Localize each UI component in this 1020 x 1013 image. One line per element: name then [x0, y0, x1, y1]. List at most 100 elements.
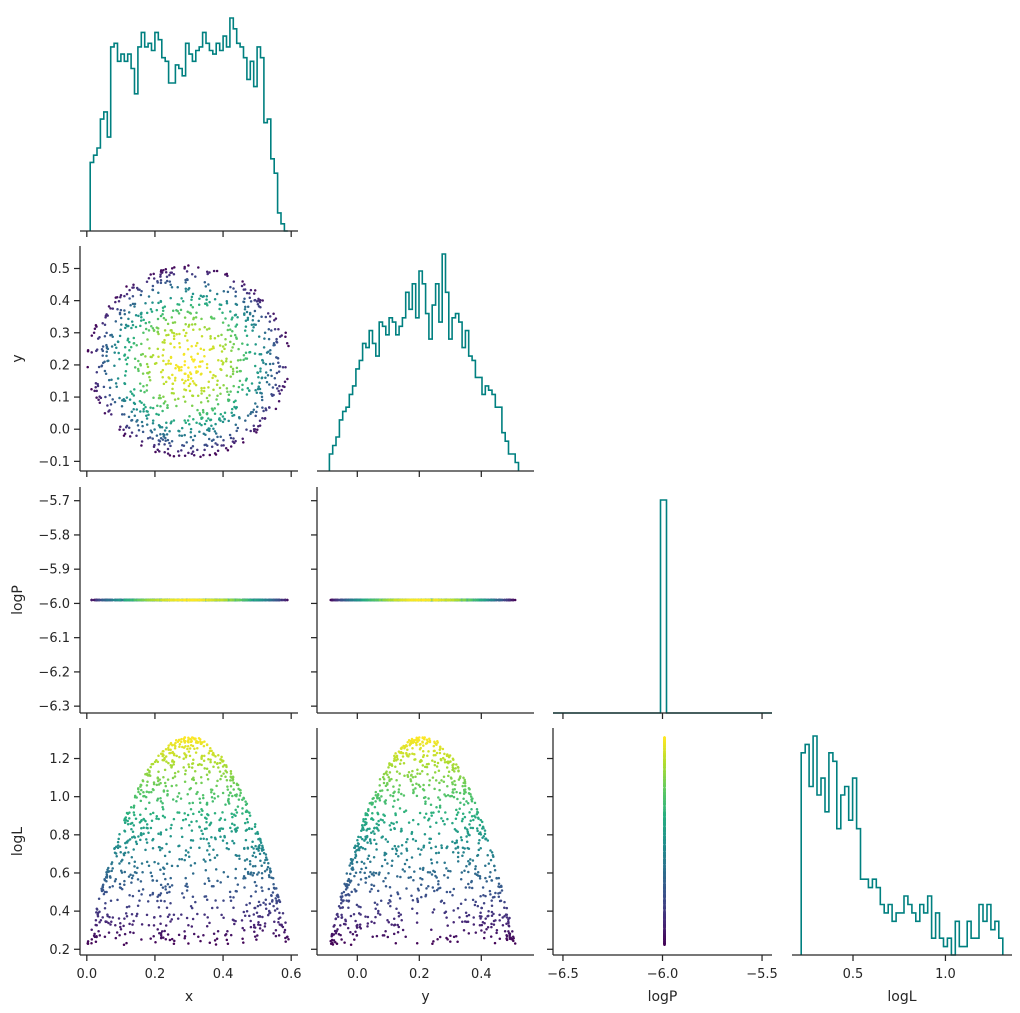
scatter-point	[271, 362, 275, 366]
scatter-point	[213, 412, 217, 415]
scatter-point	[158, 439, 162, 443]
scatter-point	[249, 919, 252, 923]
scatter-point	[418, 736, 421, 739]
scatter-point	[140, 342, 143, 346]
scatter-point	[367, 809, 370, 812]
scatter-point	[257, 376, 260, 379]
scatter-point	[398, 751, 402, 754]
scatter-point	[444, 910, 448, 914]
scatter-point	[281, 925, 285, 929]
scatter-point	[184, 769, 187, 772]
scatter-point	[224, 317, 227, 320]
scatter-point	[263, 337, 266, 340]
scatter-point	[403, 774, 406, 777]
scatter-point	[183, 334, 187, 338]
scatter-point	[183, 935, 187, 938]
scatter-point	[350, 867, 353, 870]
scatter-point	[233, 794, 237, 797]
scatter-point	[187, 323, 191, 327]
scatter-point	[180, 913, 183, 916]
scatter-point	[189, 427, 193, 431]
scatter-point	[461, 784, 464, 788]
scatter-point	[207, 758, 210, 761]
scatter-point	[364, 598, 367, 602]
scatter-point	[251, 865, 255, 868]
scatter-point	[230, 830, 233, 833]
scatter-point	[119, 295, 122, 299]
scatter-point	[380, 795, 383, 798]
scatter-point	[403, 870, 406, 873]
scatter-point	[244, 379, 248, 382]
scatter-point	[198, 422, 201, 425]
scatter-point	[387, 766, 390, 769]
scatter-point	[124, 816, 128, 819]
scatter-point	[114, 923, 117, 927]
scatter-point	[166, 452, 170, 455]
scatter-point	[205, 412, 209, 416]
scatter-point	[144, 321, 148, 325]
scatter-point	[254, 832, 257, 835]
scatter-points	[329, 736, 517, 946]
scatter-point	[467, 932, 471, 935]
scatter-point	[215, 398, 218, 401]
scatter-point	[401, 755, 405, 758]
scatter-point	[129, 390, 132, 393]
scatter-point	[170, 439, 174, 443]
scatter-point	[369, 841, 373, 845]
scatter-point	[133, 366, 137, 369]
scatter-point	[145, 860, 149, 864]
scatter-point	[119, 928, 123, 931]
scatter-point	[222, 899, 225, 902]
scatter-point	[462, 797, 465, 801]
scatter-point	[131, 894, 135, 898]
scatter-point	[443, 793, 446, 796]
scatter-point	[131, 323, 135, 327]
scatter-point	[393, 923, 397, 926]
scatter-point	[395, 820, 399, 824]
scatter-point	[451, 598, 455, 602]
scatter-point	[190, 272, 194, 276]
scatter-point	[477, 848, 481, 852]
scatter-point	[347, 900, 350, 903]
scatter-point	[119, 925, 122, 929]
scatter-point	[241, 342, 244, 345]
scatter-point	[175, 404, 178, 408]
scatter-point	[125, 292, 129, 296]
scatter-point	[190, 345, 193, 348]
y-tick-label: −6.3	[38, 700, 70, 715]
scatter-point	[452, 920, 455, 924]
scatter-point	[417, 822, 420, 826]
scatter-point	[212, 427, 215, 430]
scatter-point	[501, 924, 505, 927]
scatter-point	[453, 779, 456, 783]
scatter-point	[202, 295, 205, 298]
scatter-point	[336, 915, 340, 918]
scatter-point	[229, 775, 232, 778]
scatter-point	[456, 855, 460, 859]
scatter-point	[267, 862, 270, 865]
scatter-point	[202, 759, 206, 763]
scatter-point	[433, 763, 437, 767]
scatter-point	[142, 318, 145, 322]
scatter-point	[104, 901, 107, 905]
scatter-point	[208, 327, 211, 330]
scatter-point	[353, 846, 356, 849]
scatter-point	[164, 268, 168, 271]
scatter-point	[371, 830, 375, 833]
scatter-point	[115, 845, 118, 848]
scatter-point	[215, 784, 218, 788]
scatter-point	[243, 846, 246, 850]
scatter-point	[407, 821, 411, 824]
scatter-point	[130, 881, 133, 884]
scatter-point	[208, 858, 212, 862]
scatter-point	[118, 845, 122, 848]
scatter-point	[198, 413, 202, 416]
scatter-point	[406, 748, 409, 751]
scatter-point	[141, 430, 145, 434]
scatter-point	[379, 818, 383, 821]
scatter-point	[202, 744, 206, 748]
scatter-point	[276, 907, 279, 911]
scatter-point	[210, 445, 214, 448]
scatter-point	[105, 350, 109, 354]
scatter-point	[383, 821, 386, 824]
